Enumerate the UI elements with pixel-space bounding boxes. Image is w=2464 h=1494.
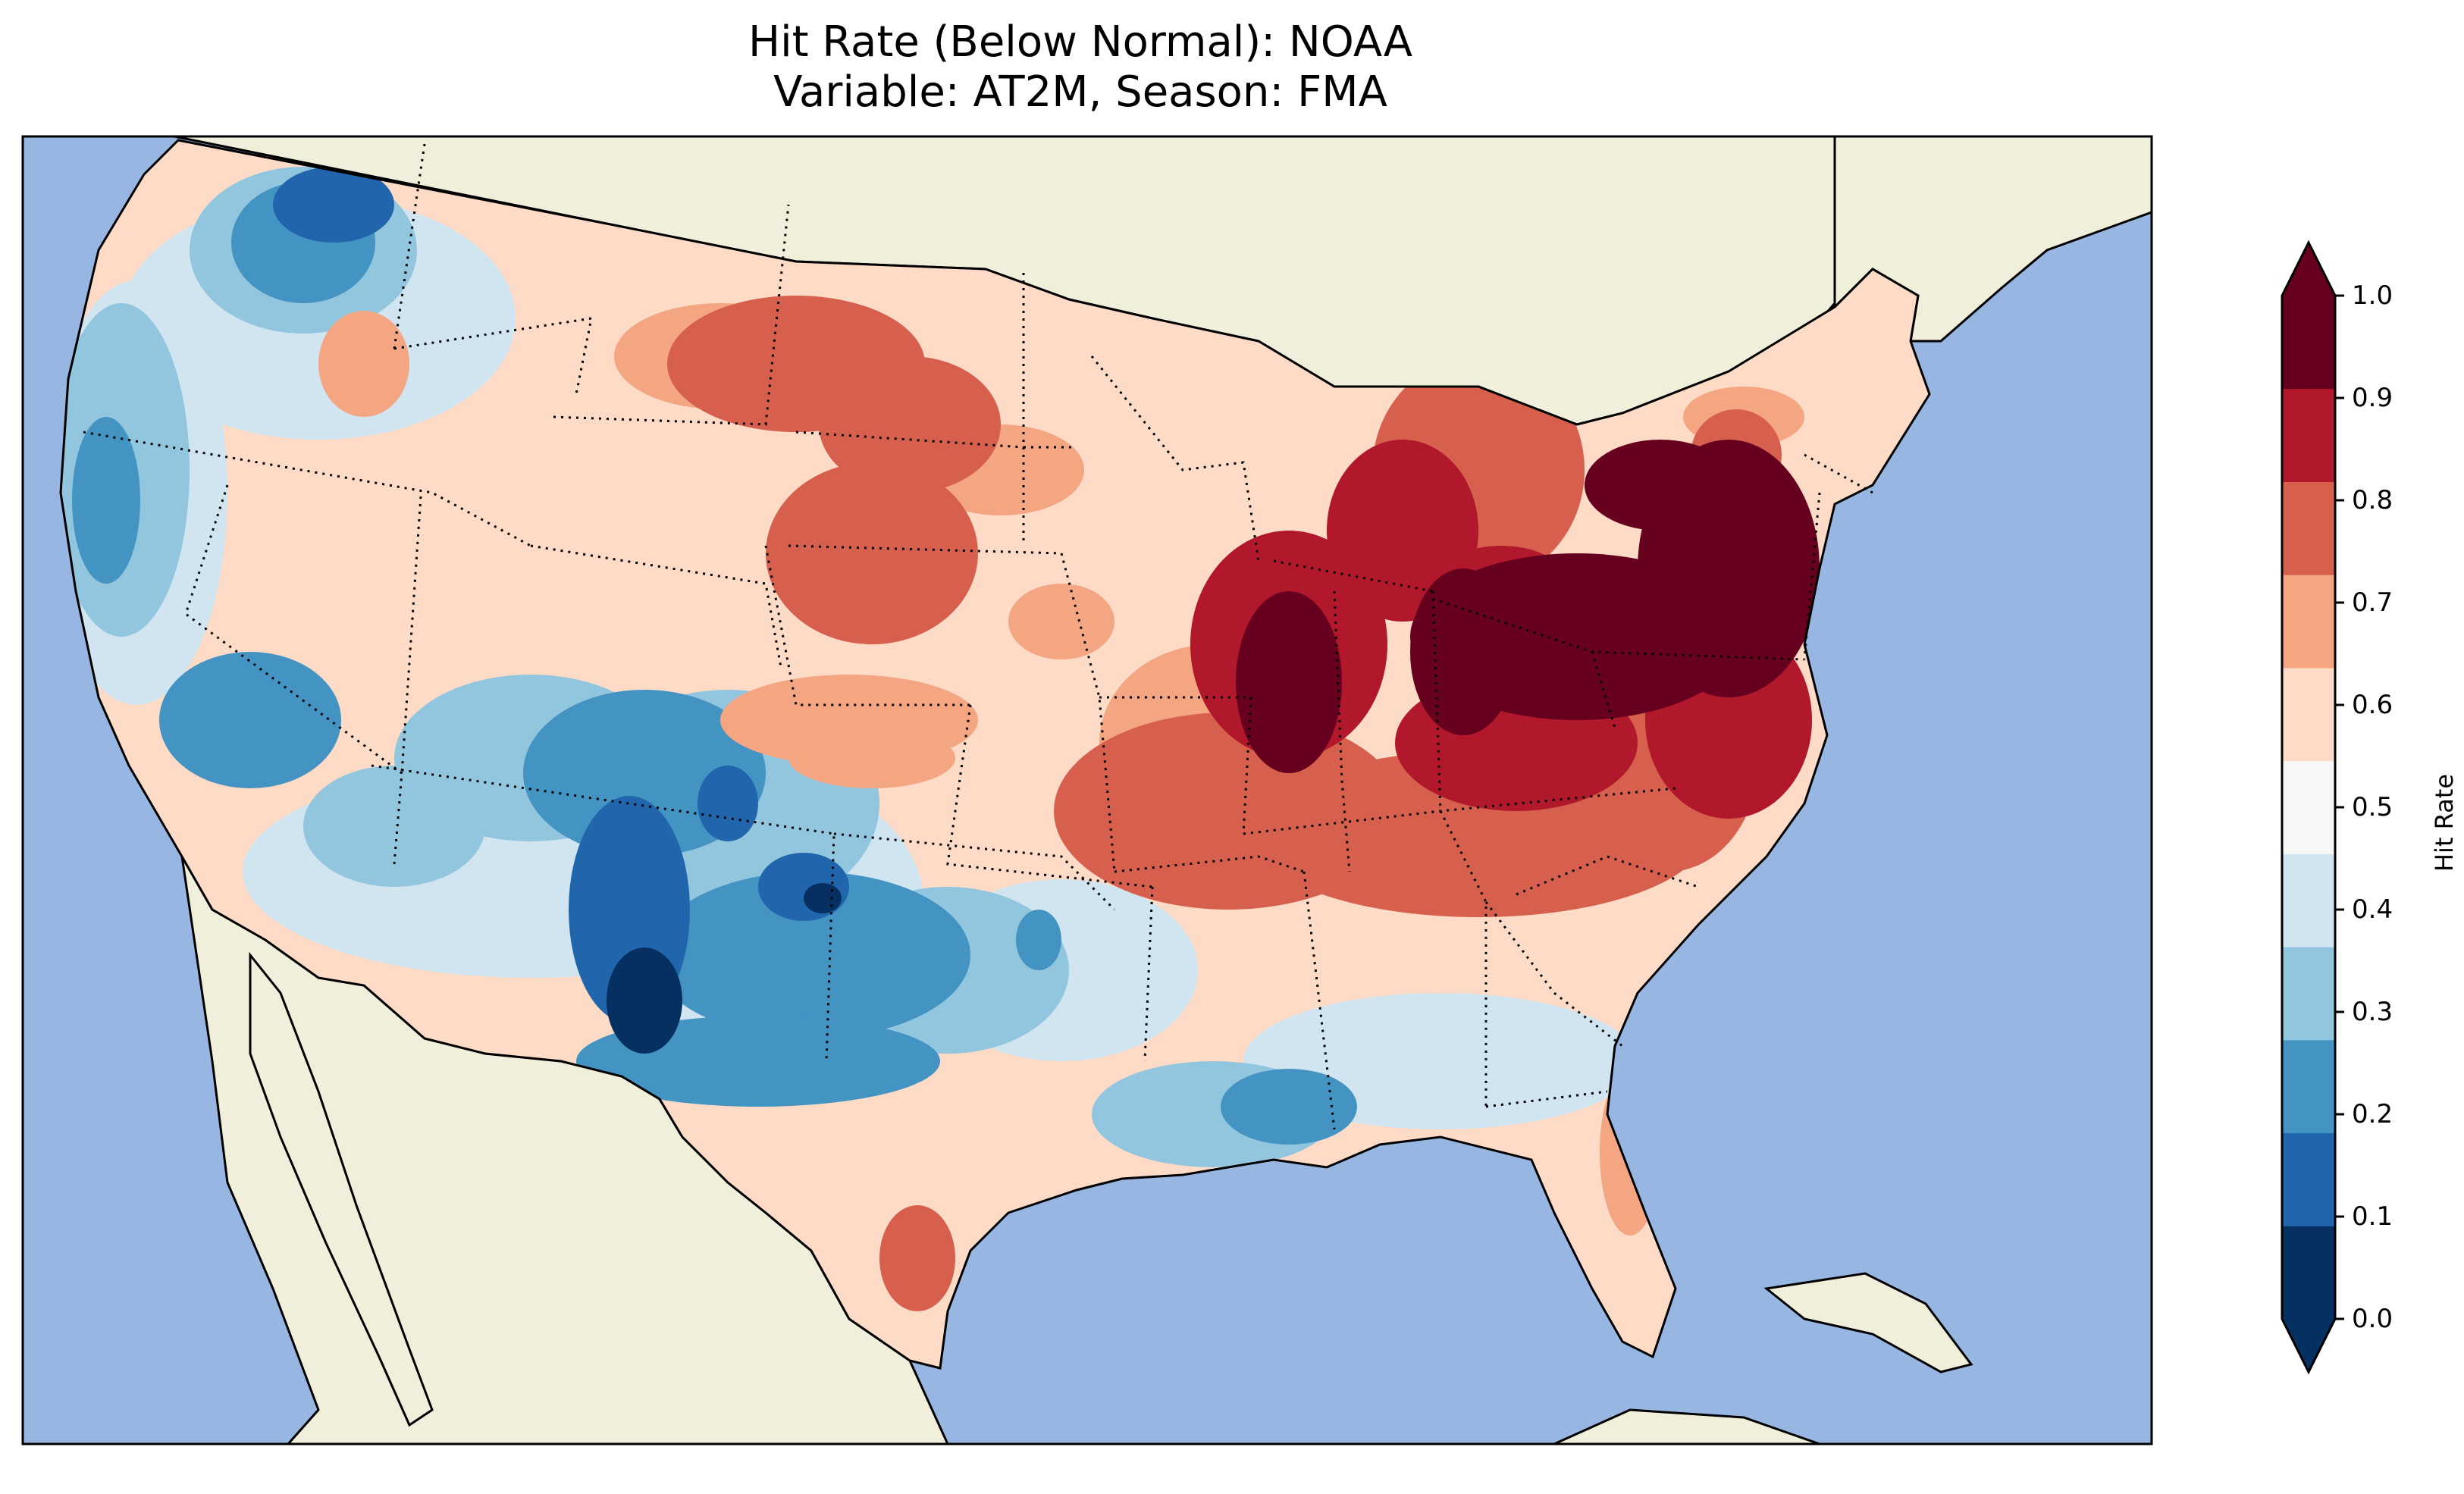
colorbar-segment [2282,575,2335,669]
colorbar-min-arrow [2282,1319,2335,1372]
colorbar-segment [2282,296,2335,390]
field-region-class-2 [1016,910,1061,970]
colorbar-tick-label: 0.7 [2352,587,2393,618]
field-region-class-2 [652,872,970,1038]
colorbar-segment [2282,667,2335,762]
field-region-class-0 [804,883,842,913]
colorbar-max-arrow [2282,243,2335,296]
colorbar-tick-label: 0.6 [2352,690,2393,720]
field-region-class-0 [607,947,682,1054]
colorbar-tick-label: 0.5 [2352,792,2393,822]
map-panel [23,136,2152,1444]
map-title-line-1: Hit Rate (Below Normal): NOAA [748,17,1413,67]
colorbar-segment [2282,853,2335,947]
field-region-class-1 [758,853,849,921]
field-region-class-8 [766,462,978,644]
field-region-class-7 [318,311,409,417]
colorbar-segment [2282,388,2335,482]
colorbar-segment [2282,1039,2335,1134]
yucatan-landmass [1553,1408,1820,1444]
colorbar-segment [2282,1132,2335,1226]
colorbar-tick-label: 0.8 [2352,485,2393,515]
colorbar-tick-label: 0.1 [2352,1201,2393,1232]
field-region-class-10 [1410,568,1516,735]
field-region-class-2 [72,417,140,584]
map-title-line-2: Variable: AT2M, Season: FMA [773,67,1387,117]
colorbar-tick-label: 0.2 [2352,1099,2393,1129]
colorbar-tick-label: 0.4 [2352,894,2393,925]
cuba-landmass [1763,1272,1973,1373]
state-borders [83,143,1873,1130]
field-region-class-7 [1008,584,1114,659]
baja-peninsula [249,951,434,1427]
colorbar-segment [2282,760,2335,854]
colorbar-segment [2282,1226,2335,1320]
colorbar-segment [2282,481,2335,575]
colorbar-tick-label: 0.0 [2352,1304,2393,1334]
colorbar-tick-label: 0.3 [2352,997,2393,1027]
colorbar-tick-label: 0.9 [2352,383,2393,413]
colorbar [2281,240,2344,1375]
field-region-class-1 [698,766,758,841]
field-region-class-1 [273,167,394,243]
hit-rate-field [61,140,1930,1368]
field-region-class-10 [1585,440,1736,531]
colorbar-label: Hit Rate [2430,773,2459,872]
field-region-class-8 [879,1205,955,1311]
field-region-class-8 [819,356,1001,493]
field-region-class-2 [1221,1069,1357,1145]
map-frame [21,135,2153,1445]
colorbar-segment [2282,947,2335,1041]
field-region-class-3 [303,766,485,887]
field-region-class-7 [788,728,955,788]
colorbar-tick-label: 1.0 [2352,280,2393,311]
field-region-class-10 [1236,591,1342,773]
field-region-class-2 [159,652,341,788]
